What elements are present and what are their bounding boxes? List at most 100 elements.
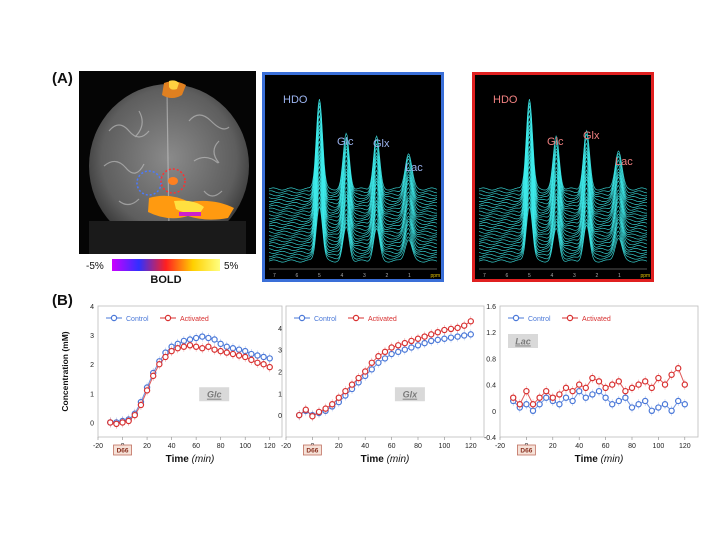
data-point: [549, 394, 557, 401]
spectral-trace: [268, 146, 437, 223]
data-point: [248, 356, 255, 364]
legend-swatch-marker: [566, 314, 574, 322]
data-point: [328, 401, 336, 408]
data-point: [635, 381, 642, 388]
spectral-trace: [478, 175, 648, 243]
x-tick-label: 40: [361, 443, 369, 450]
colorbar-min-label: -5%: [86, 261, 104, 272]
x-tick-label: 120: [264, 443, 276, 450]
data-point: [254, 359, 261, 366]
d66-marker: [517, 444, 536, 456]
x-tick-label: -20: [281, 443, 291, 450]
data-point: [595, 387, 603, 395]
data-point: [582, 384, 590, 392]
data-point: [542, 387, 550, 395]
spectral-trace: [478, 201, 648, 260]
x-tick-label: 20: [143, 443, 151, 450]
data-point: [523, 387, 530, 395]
colorbar-gradient: [112, 259, 220, 271]
ppm-tick-label: 5: [528, 273, 531, 279]
data-point: [186, 342, 194, 349]
x-axis-label: Time (min): [575, 454, 624, 465]
spectral-trace: [478, 196, 648, 257]
data-point: [211, 336, 218, 343]
data-point: [296, 411, 303, 419]
data-point: [661, 381, 669, 388]
data-point: [113, 420, 120, 428]
y-tick-label: 0.8: [486, 356, 496, 363]
spectral-trace: [268, 149, 438, 226]
chart-lac: -0.400.40.81.21.6-20020406080100120Time …: [474, 298, 704, 473]
data-point: [661, 401, 669, 408]
data-point: [595, 378, 603, 385]
data-point: [447, 334, 455, 341]
data-point: [529, 401, 537, 408]
data-point: [302, 406, 310, 413]
data-point: [556, 401, 563, 408]
data-point: [434, 329, 441, 336]
data-point: [602, 384, 609, 392]
spectrum-activated-plot: 7 6 5 4 3 2 1 ppm HDO Glc Glx Lac: [478, 94, 650, 279]
spectral-trace: [478, 124, 648, 208]
ppm-tick-label: 6: [506, 273, 509, 279]
x-tick-label: 80: [414, 443, 422, 450]
spectral-trace: [478, 115, 648, 202]
data-point: [229, 350, 237, 358]
data-point: [467, 331, 474, 338]
data-point: [131, 411, 139, 419]
y-axis-label: Concentration (mM): [60, 331, 70, 411]
x-tick-label: -20: [495, 443, 505, 450]
metabolite-annotation: Glx: [403, 390, 419, 400]
bold-colorbar: -5% 5% BOLD: [80, 255, 260, 286]
ppm-tick-label: 5: [318, 273, 321, 279]
spectral-trace: [268, 128, 438, 211]
data-point: [615, 378, 622, 385]
data-point: [536, 394, 543, 401]
spectral-trace: [478, 149, 648, 226]
spectral-trace: [478, 110, 648, 200]
metabolite-annotation-box: [199, 387, 230, 402]
data-point: [192, 334, 200, 342]
data-point: [454, 324, 461, 332]
data-point: [401, 339, 408, 347]
spectral-trace: [478, 160, 648, 234]
x-tick-label: 80: [628, 443, 636, 450]
data-point: [162, 353, 169, 361]
x-tick-label: 120: [679, 443, 691, 450]
data-point: [143, 387, 151, 394]
peak-label-glx: Glx: [373, 138, 390, 150]
data-point: [394, 342, 402, 349]
spectral-trace: [268, 165, 438, 237]
data-point: [381, 348, 389, 356]
data-point: [241, 353, 249, 361]
peak-label-lac: Lac: [405, 162, 423, 174]
spectral-trace: [478, 170, 647, 240]
spectral-trace: [268, 120, 438, 205]
ppm-tick-label: 7: [483, 273, 486, 279]
x-tick-label: 80: [217, 443, 225, 450]
data-point: [635, 401, 642, 408]
metabolite-annotation: Lac: [515, 337, 531, 347]
data-point: [681, 401, 688, 408]
data-point: [205, 343, 212, 350]
data-point: [309, 413, 316, 420]
spectral-trace: [268, 105, 438, 197]
y-tick-label: 2: [90, 362, 94, 369]
data-point: [523, 401, 530, 408]
legend-swatch-marker: [352, 314, 360, 322]
peak-label-hdo: HDO: [493, 94, 518, 106]
spectral-trace: [478, 205, 648, 263]
data-point: [575, 381, 583, 388]
spectral-trace: [268, 140, 438, 220]
data-point: [388, 344, 395, 351]
y-tick-label: 0: [492, 409, 496, 416]
data-point: [217, 340, 224, 348]
spectral-trace: [478, 140, 648, 220]
spectral-trace: [268, 115, 438, 202]
data-point: [569, 387, 576, 395]
peak-label-hdo: HDO: [283, 94, 308, 106]
data-point: [260, 361, 267, 368]
spectral-trace: [268, 153, 438, 228]
y-tick-label: 4: [90, 304, 94, 311]
spectral-trace: [478, 186, 648, 251]
